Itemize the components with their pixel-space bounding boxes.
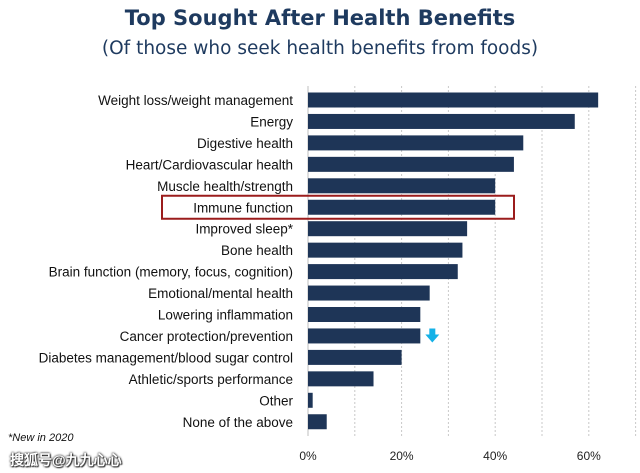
category-label: Athletic/sports performance <box>129 372 293 387</box>
category-label: Other <box>259 393 293 408</box>
bar <box>308 285 430 301</box>
category-label: Lowering inflammation <box>158 308 293 323</box>
x-tick-label: 60% <box>577 449 601 463</box>
bar <box>308 371 374 387</box>
category-label: Brain function (memory, focus, cognition… <box>49 265 293 280</box>
bar <box>308 156 514 172</box>
category-label: Digestive health <box>197 136 293 151</box>
category-label: Improved sleep* <box>195 222 293 237</box>
bar <box>308 135 524 151</box>
bar <box>308 307 421 322</box>
highlight-box <box>161 194 515 220</box>
x-tick-label: 40% <box>483 449 507 463</box>
bar <box>308 113 575 129</box>
category-label: Muscle health/strength <box>157 179 293 194</box>
bar <box>308 199 496 215</box>
bar <box>308 92 599 108</box>
category-label: Bone health <box>221 243 293 258</box>
category-label: Weight loss/weight management <box>98 93 293 108</box>
category-label: Emotional/mental health <box>148 286 293 301</box>
x-tick-label: 20% <box>390 449 414 463</box>
bar <box>308 414 327 430</box>
chart-title: Top Sought After Health Benefits <box>124 6 516 30</box>
category-label: None of the above <box>183 415 293 430</box>
chart-subtitle: (Of those who seek health benefits from … <box>101 38 539 59</box>
category-label: Immune function <box>193 200 293 215</box>
footnote: *New in 2020 <box>8 432 74 444</box>
bar <box>308 349 402 365</box>
category-label: Diabetes management/blood sugar control <box>39 350 293 365</box>
bar <box>308 392 313 408</box>
bar <box>308 328 421 344</box>
bar <box>308 242 463 258</box>
down-arrow-icon <box>425 328 440 343</box>
x-tick-label: 0% <box>299 449 317 463</box>
bar <box>308 178 496 194</box>
category-label: Heart/Cardiovascular health <box>126 157 293 172</box>
bar <box>308 221 468 237</box>
category-label: Cancer protection/prevention <box>120 329 293 344</box>
bar <box>308 264 458 280</box>
category-label: Energy <box>250 114 293 129</box>
watermark: 搜狐号@九九心心 <box>10 452 122 468</box>
